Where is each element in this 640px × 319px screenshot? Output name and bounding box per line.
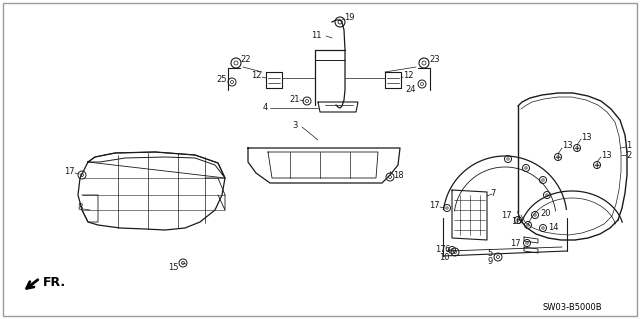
Text: 22: 22 — [240, 56, 250, 64]
Text: 8: 8 — [77, 204, 83, 212]
Text: 17: 17 — [435, 246, 446, 255]
Text: 4: 4 — [263, 102, 268, 112]
Text: 11: 11 — [312, 31, 322, 40]
Text: 7: 7 — [490, 189, 495, 197]
Text: 17: 17 — [429, 202, 440, 211]
Text: 2: 2 — [626, 151, 631, 160]
Text: 15: 15 — [168, 263, 179, 272]
Text: 21: 21 — [289, 95, 300, 105]
Text: 9: 9 — [488, 256, 493, 265]
Text: 14: 14 — [548, 224, 559, 233]
Text: 19: 19 — [344, 13, 355, 23]
Text: 6: 6 — [445, 244, 450, 254]
Text: 3: 3 — [292, 122, 298, 130]
Text: 13: 13 — [562, 142, 573, 151]
Text: 12: 12 — [403, 71, 413, 80]
Text: 1: 1 — [626, 142, 631, 151]
Text: SW03-B5000B: SW03-B5000B — [542, 303, 602, 313]
Text: 13: 13 — [601, 151, 612, 160]
Text: 17: 17 — [501, 211, 512, 220]
Text: 25: 25 — [216, 76, 227, 85]
Text: 17: 17 — [510, 239, 521, 248]
Text: 16: 16 — [511, 218, 522, 226]
Text: 10: 10 — [440, 253, 450, 262]
Text: 12: 12 — [252, 71, 262, 80]
Text: FR.: FR. — [43, 277, 66, 290]
Text: 17: 17 — [65, 167, 75, 176]
Text: 18: 18 — [393, 172, 404, 181]
Text: 5: 5 — [488, 249, 493, 258]
Text: 24: 24 — [406, 85, 416, 94]
Text: 23: 23 — [429, 56, 440, 64]
Text: 13: 13 — [581, 132, 591, 142]
Text: 20: 20 — [540, 209, 550, 218]
